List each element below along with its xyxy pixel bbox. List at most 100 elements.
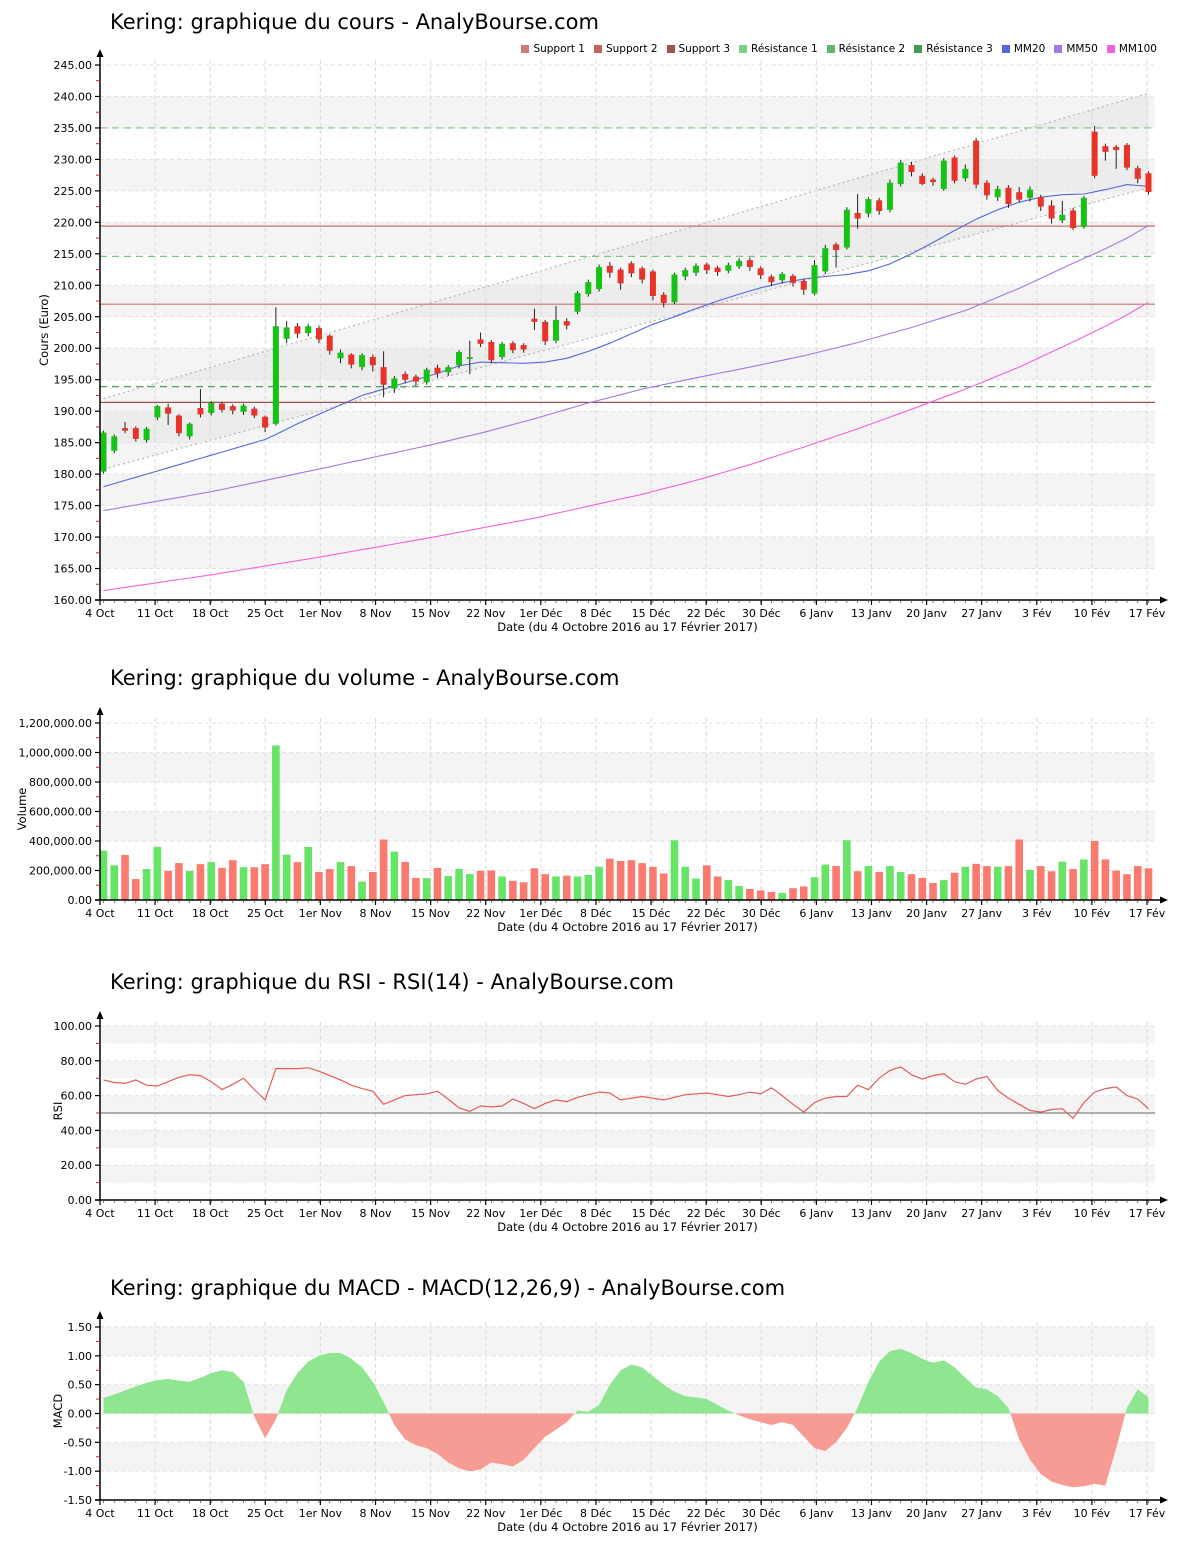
svg-text:245.00: 245.00 <box>54 59 93 72</box>
svg-text:3 Fév: 3 Fév <box>1022 907 1052 920</box>
svg-text:8 Nov: 8 Nov <box>360 607 392 620</box>
svg-text:6 Janv: 6 Janv <box>799 907 833 920</box>
volume-chart: 0.00 200,000.00 400,000.00 600,000.00 800,00… <box>19 707 1168 934</box>
svg-text:25 Oct: 25 Oct <box>247 1507 284 1520</box>
svg-text:6 Janv: 6 Janv <box>799 607 833 620</box>
legend-swatch-icon <box>1001 45 1010 53</box>
svg-text:30 Déc: 30 Déc <box>742 907 781 920</box>
svg-text:27 Janv: 27 Janv <box>961 607 1002 620</box>
axes <box>95 707 1168 904</box>
svg-text:22 Déc: 22 Déc <box>687 607 726 620</box>
svg-text:15 Déc: 15 Déc <box>632 1207 671 1220</box>
svg-text:3 Fév: 3 Fév <box>1022 1207 1052 1220</box>
svg-text:8 Déc: 8 Déc <box>580 907 612 920</box>
svg-text:10 Fév: 10 Fév <box>1074 1507 1111 1520</box>
x-axis-ticks: 4 Oct 11 Oct 18 Oct 25 Oct 1er Nov 8 Nov 15 No… <box>85 600 1166 634</box>
svg-text:0.50: 0.50 <box>68 1379 93 1392</box>
x-axis-title: Date (du 4 Octobre 2016 au 17 Février 20… <box>497 620 757 634</box>
volume-bars <box>99 745 1153 900</box>
svg-text:1er Nov: 1er Nov <box>299 1207 343 1220</box>
legend-item: Résistance 2 <box>826 43 905 55</box>
mm50-line <box>103 225 1149 512</box>
price-chart: 160.00 165.00 170.00 175.00 180.00 185.00 190.… <box>54 49 1168 634</box>
macd-negative-area <box>103 1413 1149 1488</box>
svg-text:1er Nov: 1er Nov <box>299 907 343 920</box>
legend-item: MM20 <box>1001 43 1046 55</box>
svg-text:10 Fév: 10 Fév <box>1074 907 1111 920</box>
legend-item: Support 1 <box>521 43 585 55</box>
svg-text:0.00: 0.00 <box>68 894 93 907</box>
x-axis-ticks: 4 Oct 11 Oct 18 Oct 25 Oct 1er Nov 8 Nov 15 No… <box>85 1500 1166 1534</box>
svg-text:11 Oct: 11 Oct <box>137 1507 174 1520</box>
svg-text:11 Oct: 11 Oct <box>137 907 174 920</box>
svg-text:11 Oct: 11 Oct <box>137 1207 174 1220</box>
svg-text:200.00: 200.00 <box>54 342 93 355</box>
legend-label: Résistance 3 <box>926 43 993 55</box>
svg-text:13 Janv: 13 Janv <box>851 1207 892 1220</box>
svg-text:18 Oct: 18 Oct <box>192 907 229 920</box>
mm100-line <box>103 301 1149 592</box>
svg-text:22 Nov: 22 Nov <box>466 1507 505 1520</box>
svg-text:80.00: 80.00 <box>61 1055 93 1068</box>
svg-text:6 Janv: 6 Janv <box>799 1207 833 1220</box>
svg-text:15 Nov: 15 Nov <box>411 1207 450 1220</box>
svg-text:1.50: 1.50 <box>68 1321 93 1334</box>
svg-text:205.00: 205.00 <box>54 311 93 324</box>
legend-label: Support 2 <box>605 43 658 55</box>
svg-text:27 Janv: 27 Janv <box>961 1507 1002 1520</box>
svg-text:210.00: 210.00 <box>54 279 93 292</box>
svg-text:10 Fév: 10 Fév <box>1074 607 1111 620</box>
legend-label: MM100 <box>1118 43 1157 55</box>
svg-text:22 Nov: 22 Nov <box>466 1207 505 1220</box>
volume-chart-title: Kering: graphique du volume - AnalyBours… <box>110 666 620 690</box>
svg-text:400,000.00: 400,000.00 <box>29 835 92 848</box>
background-stripes <box>100 1026 1155 1183</box>
svg-text:17 Fév: 17 Fév <box>1129 1507 1166 1520</box>
y-axis-ticks: 160.00 165.00 170.00 175.00 180.00 185.00 190.… <box>54 59 100 607</box>
svg-text:-1.50: -1.50 <box>64 1494 92 1507</box>
svg-text:40.00: 40.00 <box>61 1124 93 1137</box>
svg-text:1.00: 1.00 <box>68 1350 93 1363</box>
svg-text:20 Janv: 20 Janv <box>906 1507 947 1520</box>
legend-label: MM20 <box>1013 43 1046 55</box>
svg-text:8 Nov: 8 Nov <box>360 1507 392 1520</box>
mm20-line <box>103 184 1149 488</box>
legend-swatch-icon <box>826 45 835 53</box>
legend-swatch-icon <box>1106 45 1115 53</box>
svg-text:3 Fév: 3 Fév <box>1022 607 1052 620</box>
svg-text:3 Fév: 3 Fév <box>1022 1507 1052 1520</box>
svg-text:4 Oct: 4 Oct <box>85 1507 115 1520</box>
svg-text:22 Nov: 22 Nov <box>466 907 505 920</box>
svg-text:20 Janv: 20 Janv <box>906 907 947 920</box>
svg-text:15 Déc: 15 Déc <box>632 607 671 620</box>
y-axis-ticks: 0.00 200,000.00 400,000.00 600,000.00 800,00… <box>19 717 100 907</box>
svg-text:13 Janv: 13 Janv <box>851 1507 892 1520</box>
svg-text:1er Nov: 1er Nov <box>299 1507 343 1520</box>
svg-text:15 Déc: 15 Déc <box>632 1507 671 1520</box>
svg-text:13 Janv: 13 Janv <box>851 907 892 920</box>
svg-text:25 Oct: 25 Oct <box>247 907 284 920</box>
svg-text:22 Déc: 22 Déc <box>687 907 726 920</box>
price-chart-title: Kering: graphique du cours - AnalyBourse… <box>110 10 599 34</box>
svg-text:18 Oct: 18 Oct <box>192 607 229 620</box>
svg-text:800,000.00: 800,000.00 <box>29 776 92 789</box>
rsi-chart-title: Kering: graphique du RSI - RSI(14) - Ana… <box>110 970 674 994</box>
svg-text:15 Nov: 15 Nov <box>411 607 450 620</box>
svg-text:30 Déc: 30 Déc <box>742 1507 781 1520</box>
legend-label: Support 1 <box>533 43 585 55</box>
legend-label: Support 3 <box>678 43 731 55</box>
svg-text:8 Nov: 8 Nov <box>360 907 392 920</box>
svg-text:0.00: 0.00 <box>68 1194 93 1207</box>
rsi-chart: 0.00 20.00 40.00 60.00 80.00 100.00 4 Oct 11 Oc… <box>54 1011 1168 1234</box>
x-axis-ticks: 4 Oct 11 Oct 18 Oct 25 Oct 1er Nov 8 Nov 15 No… <box>85 1200 1166 1234</box>
svg-text:1er Déc: 1er Déc <box>519 1507 562 1520</box>
legend-swatch-icon <box>521 45 530 53</box>
svg-text:-1.00: -1.00 <box>64 1465 92 1478</box>
svg-text:195.00: 195.00 <box>54 374 93 387</box>
svg-text:18 Oct: 18 Oct <box>192 1207 229 1220</box>
svg-text:0.00: 0.00 <box>68 1408 93 1421</box>
axes <box>95 1311 1168 1504</box>
gridlines <box>100 1022 1155 1200</box>
y-axis-ticks: -1.50 -1.00 -0.50 0.00 0.50 1.00 1.50 <box>64 1321 100 1507</box>
